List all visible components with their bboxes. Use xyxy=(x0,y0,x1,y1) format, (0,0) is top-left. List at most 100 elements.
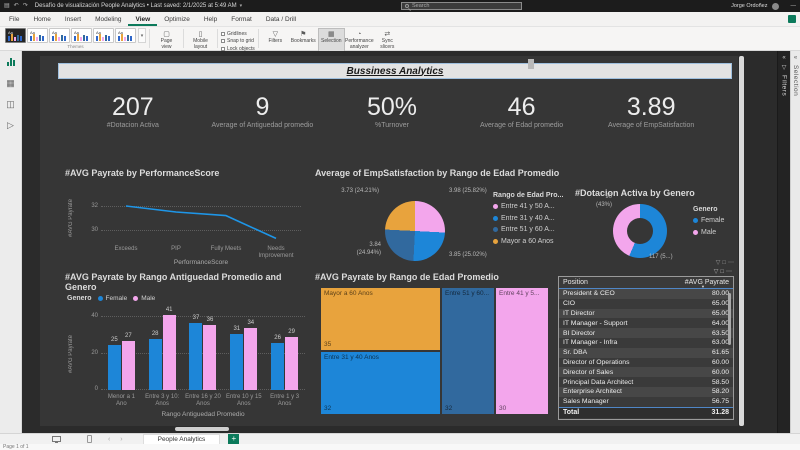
table-row[interactable]: Director of Operations 60.00 xyxy=(559,358,733,368)
bar-plot[interactable]: 0 20 40 25 27 28 41 37 36 31 34 26 29 xyxy=(91,307,305,392)
legend-item[interactable]: Mayor a 60 Anos xyxy=(493,238,563,245)
focus-mode-icon[interactable]: □ xyxy=(722,260,728,266)
table-row[interactable]: Sr. DBA 61.65 xyxy=(559,347,733,358)
pie-visual[interactable]: Average of EmpSatisfaction by Rango de E… xyxy=(315,168,570,266)
table-row[interactable]: Principal Data Architect 58.50 xyxy=(559,377,733,387)
bar-male[interactable]: 27 xyxy=(121,333,135,390)
pane-button-sync-slicers[interactable]: ⇄ Sync slicers xyxy=(374,28,401,53)
checkbox-lock-objects[interactable]: Lock objects xyxy=(221,46,255,52)
ribbon-tab-format[interactable]: Format xyxy=(231,16,252,23)
table-row[interactable]: IT Director 65.00 xyxy=(559,308,733,319)
bar-chart-visual[interactable]: #AVG Payrate by Rango Antiguedad Promedi… xyxy=(65,272,310,420)
legend-item[interactable]: Male xyxy=(693,229,724,236)
legend-item[interactable]: Entre 31 y 40 A... xyxy=(493,215,563,222)
theme-thumbnail[interactable]: Aa xyxy=(93,28,114,43)
ribbon-tab-help[interactable]: Help xyxy=(203,16,218,23)
bar-female[interactable]: 26 xyxy=(271,335,285,390)
pane-button-bookmarks[interactable]: ⚑ Bookmarks xyxy=(290,28,317,53)
title-dropdown-caret-icon[interactable]: ▾ xyxy=(239,3,243,9)
filters-pane-collapsed[interactable]: « ▽ Filters xyxy=(777,51,790,433)
theme-thumbnail[interactable]: Aa xyxy=(115,28,136,43)
expand-pane-icon[interactable]: « xyxy=(782,55,786,61)
more-options-icon[interactable]: ⋯ xyxy=(728,260,736,266)
table-row[interactable]: CIO 65.00 xyxy=(559,299,733,309)
page-tab[interactable]: People Analytics xyxy=(142,434,221,444)
bar-female[interactable]: 28 xyxy=(148,331,162,390)
ribbon-tab-home[interactable]: Home xyxy=(33,16,51,23)
treemap-tile[interactable]: Entre 51 y 60... 32 xyxy=(442,288,494,414)
column-header-position[interactable]: Position xyxy=(563,279,588,286)
user-name[interactable]: Jorge Ordoñez xyxy=(731,3,768,9)
treemap-tile[interactable]: Entre 31 y 40 Anos 32 xyxy=(321,352,440,414)
bar-male[interactable]: 34 xyxy=(244,320,258,390)
line-plot[interactable]: 32 30 xyxy=(91,194,301,242)
treemap-visual[interactable]: #AVG Payrate by Rango de Edad Promedio M… xyxy=(315,272,555,418)
undo-icon[interactable]: ↶ xyxy=(13,3,19,9)
pane-button-filters[interactable]: ▽ Filters xyxy=(262,28,289,53)
pane-button-performance-analyzer[interactable]: ◔ Performance analyzer xyxy=(345,28,374,53)
desktop-view-icon[interactable] xyxy=(52,436,61,443)
table-row[interactable]: President & CEO 80.00 xyxy=(559,289,733,299)
bar-male[interactable]: 29 xyxy=(285,329,299,390)
report-view-icon[interactable] xyxy=(5,56,17,68)
checkbox-gridlines[interactable]: Gridlines xyxy=(221,31,255,37)
treemap-tile[interactable]: Entre 41 y 5... 30 xyxy=(496,288,548,414)
table-row[interactable]: Director of Sales 60.00 xyxy=(559,367,733,378)
legend-item[interactable]: Entre 51 y 60 A... xyxy=(493,226,563,233)
table-row[interactable]: Sales Manager 56.75 xyxy=(559,397,733,407)
canvas-horizontal-scrollbar[interactable] xyxy=(175,427,229,431)
legend-item[interactable]: Female xyxy=(693,217,724,224)
selection-pane-collapsed[interactable]: « Selection xyxy=(790,51,800,433)
new-page-button[interactable]: + xyxy=(228,434,240,444)
redo-icon[interactable]: ↷ xyxy=(22,3,28,9)
mobile-view-icon[interactable] xyxy=(87,435,92,443)
ribbon-tab-data-drill[interactable]: Data / Drill xyxy=(265,16,297,23)
dax-query-view-icon[interactable]: ▷ xyxy=(7,119,14,130)
expand-pane-icon[interactable]: « xyxy=(793,55,798,61)
avatar[interactable] xyxy=(771,2,779,10)
column-header-payrate[interactable]: #AVG Payrate xyxy=(684,279,729,286)
donut-visual[interactable]: #Dotacion Activa by Genero Genero Female… xyxy=(575,168,738,266)
ribbon-tab-modeling[interactable]: Modeling xyxy=(95,16,122,23)
themes-gallery-expand-icon[interactable]: ▾ xyxy=(138,28,146,43)
report-header-banner[interactable]: Bussiness Analytics xyxy=(58,63,732,79)
table-scrollbar[interactable] xyxy=(728,293,731,345)
theme-thumbnail[interactable]: Aa xyxy=(27,28,48,43)
ribbon-tab-file[interactable]: File xyxy=(9,16,20,23)
legend-item[interactable]: Male xyxy=(133,295,155,302)
search-input[interactable]: Search xyxy=(401,2,522,10)
bar-female[interactable]: 25 xyxy=(107,337,121,390)
line-series[interactable] xyxy=(101,194,301,242)
table-row[interactable]: Enterprise Architect 58.20 xyxy=(559,386,733,397)
theme-thumbnail[interactable]: Aa xyxy=(5,28,26,43)
minimize-button[interactable]: — xyxy=(790,3,797,9)
page-nav-arrows[interactable]: ‹ › xyxy=(108,435,127,443)
treemap-tile[interactable]: Mayor a 60 Anos 35 xyxy=(321,288,440,350)
ribbon-tab-view[interactable]: View xyxy=(128,12,157,26)
ribbon-tab-insert[interactable]: Insert xyxy=(64,16,82,23)
ribbon-right-icon[interactable] xyxy=(788,15,796,23)
mobile-layout-button[interactable]: ▯ Mobile layout xyxy=(193,31,208,50)
table-row[interactable]: BI Director 63.50 xyxy=(559,328,733,338)
table-visual[interactable]: ▽□⋯ Position #AVG Payrate ▼ President & … xyxy=(558,268,738,422)
bar-female[interactable]: 31 xyxy=(230,326,244,390)
pie[interactable] xyxy=(385,201,445,261)
ribbon-tab-optimize[interactable]: Optimize xyxy=(164,16,190,23)
theme-thumbnail[interactable]: Aa xyxy=(71,28,92,43)
model-view-icon[interactable]: ◫ xyxy=(6,98,15,109)
checkbox-snap-to-grid[interactable]: Snap to grid xyxy=(221,38,255,44)
table-row[interactable]: IT Manager - Infra 63.00 xyxy=(559,338,733,348)
bar-male[interactable]: 36 xyxy=(203,317,217,390)
filter-icon[interactable]: ▽ xyxy=(715,260,723,266)
save-icon[interactable]: ▤ xyxy=(4,3,10,9)
canvas-vertical-scrollbar[interactable] xyxy=(739,56,744,426)
focus-mode-icon[interactable]: □ xyxy=(720,269,726,275)
legend-item[interactable]: Female xyxy=(97,295,127,302)
more-options-icon[interactable]: ⋯ xyxy=(726,269,734,275)
line-chart-visual[interactable]: #AVG Payrate by PerformanceScore #AVG Pa… xyxy=(65,168,310,266)
filter-icon[interactable]: ▽ xyxy=(713,269,721,275)
table-header[interactable]: Position #AVG Payrate ▼ xyxy=(559,277,733,289)
legend-item[interactable]: Entre 41 y 50 A... xyxy=(493,203,563,210)
table-row[interactable]: IT Manager - Support 64.00 xyxy=(559,318,733,328)
bar-male[interactable]: 41 xyxy=(162,307,176,390)
